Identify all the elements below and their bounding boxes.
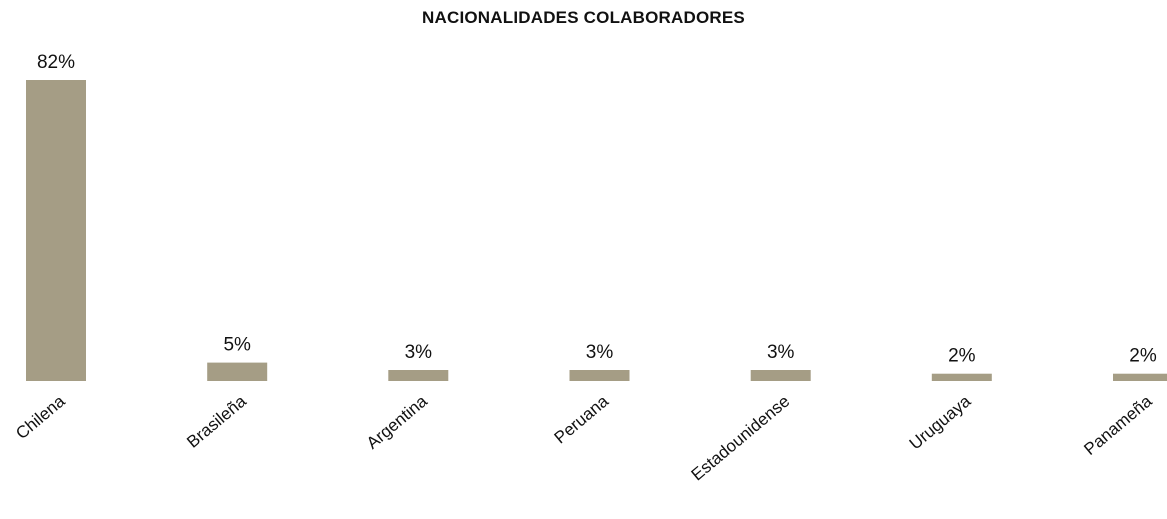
tick-labels-layer: Chilena Brasileña Argentina Peruana Estadoun… [12,391,1156,484]
tick-label-brasilena: Brasileña [183,391,250,451]
bar-peruana [569,370,630,381]
value-labels-layer: 82% 5% 3% 3% 3% 2% 2% [37,52,1157,367]
bar-estadounidense [750,370,811,381]
bar-uruguaya [931,373,992,381]
value-label-chilena: 82% [37,52,75,73]
bar-chilena [26,80,86,381]
value-label-brasilena: 5% [223,335,251,356]
tick-label-argentina: Argentina [363,391,431,453]
bar-argentina [388,370,449,381]
value-label-estadounidense: 3% [767,342,795,363]
value-label-peruana: 3% [586,342,614,363]
tick-label-estadounidense: Estadounidense [688,392,794,485]
tick-label-panamena: Panameña [1080,391,1156,459]
tick-label-uruguaya: Uruguaya [906,391,975,453]
bar-panamena [1113,373,1167,381]
bar-brasilena [207,362,268,381]
tick-label-chilena: Chilena [12,391,69,443]
chart-title: NACIONALIDADES COLABORADORES [422,8,745,27]
bars-layer [26,80,1167,381]
value-label-argentina: 3% [405,342,433,363]
tick-label-peruana: Peruana [551,391,613,447]
value-label-panamena: 2% [1129,346,1157,367]
value-label-uruguaya: 2% [948,346,976,367]
